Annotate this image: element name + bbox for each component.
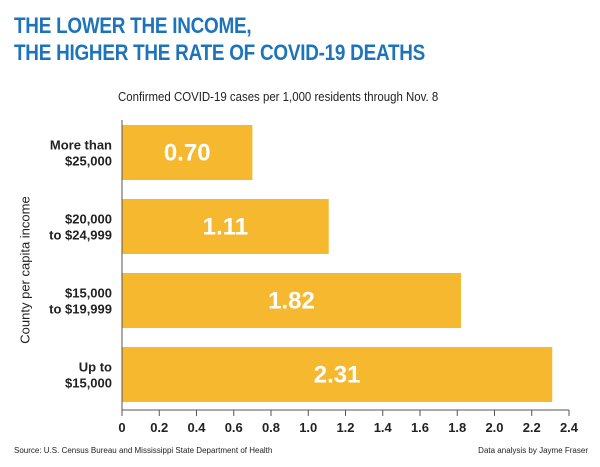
x-tick-label-8: 1.6 xyxy=(411,420,429,435)
bars-group: 0.70 1.11 1.82 2.31 xyxy=(122,125,553,402)
chart-subtitle: Confirmed COVID-19 cases per 1,000 resid… xyxy=(118,89,439,104)
x-tick-label-0: 0 xyxy=(118,420,125,435)
category-label-2-line-1: to $19,999 xyxy=(49,302,112,317)
bar-value-label-3: 2.31 xyxy=(314,362,361,389)
bar-value-label-1: 1.11 xyxy=(203,214,248,241)
chart-title: THE LOWER THE INCOME, THE HIGHER THE RAT… xyxy=(14,12,425,66)
x-tick-label-1: 0.2 xyxy=(150,420,168,435)
x-tick-label-3: 0.6 xyxy=(225,420,243,435)
category-label-1-line-1: to $24,999 xyxy=(49,228,112,243)
x-tick-label-5: 1.0 xyxy=(299,420,317,435)
category-label-3-line-0: Up to xyxy=(79,360,112,375)
title-line-2: THE HIGHER THE RATE OF COVID-19 DEATHS xyxy=(14,40,426,65)
category-label-1-line-0: $20,000 xyxy=(65,212,112,227)
title-line-1: THE LOWER THE INCOME, xyxy=(14,13,252,38)
x-tick-label-7: 1.4 xyxy=(374,420,393,435)
x-tick-label-9: 1.8 xyxy=(448,420,466,435)
x-tick-label-4: 0.8 xyxy=(262,420,280,435)
bar-1 xyxy=(122,199,329,254)
x-tick-label-10: 2.0 xyxy=(485,420,503,435)
category-label-3-line-1: $15,000 xyxy=(65,376,112,391)
category-label-0-line-1: $25,000 xyxy=(65,154,112,169)
x-tick-label-12: 2.4 xyxy=(560,420,579,435)
bar-value-label-0: 0.70 xyxy=(164,140,211,167)
source-note: Source: U.S. Census Bureau and Mississip… xyxy=(14,446,273,455)
bar-2 xyxy=(122,273,461,328)
x-axis: 0 0.2 0.4 0.6 0.8 1.0 1.2 1.4 1.6 1.8 2.0 2.2 2.4 xyxy=(118,120,579,435)
x-tick-label-2: 0.4 xyxy=(187,420,206,435)
bar-3 xyxy=(122,347,553,402)
x-tick-label-6: 1.2 xyxy=(336,420,354,435)
bar-0 xyxy=(122,125,253,180)
bar-value-label-2: 1.82 xyxy=(268,288,315,315)
category-label-0-line-0: More than xyxy=(50,138,112,153)
credit-note: Data analysis by Jayme Fraser xyxy=(478,446,588,455)
category-label-2-line-0: $15,000 xyxy=(65,286,112,301)
x-tick-label-11: 2.2 xyxy=(523,420,541,435)
